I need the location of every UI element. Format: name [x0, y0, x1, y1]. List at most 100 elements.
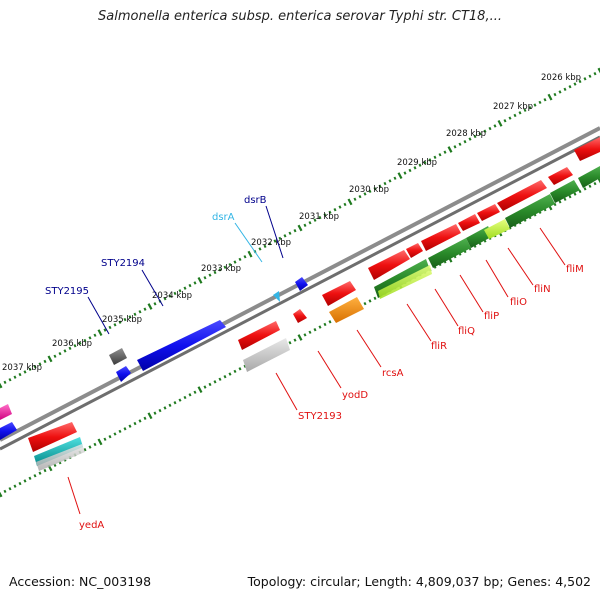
minor-tick: [203, 276, 207, 280]
gene-sty2194[interactable]: [137, 320, 226, 371]
gene-left-blue[interactable]: [0, 422, 17, 440]
gene-red-a[interactable]: [238, 321, 280, 350]
major-tick: [447, 146, 453, 153]
gene-label[interactable]: STY2193: [298, 411, 342, 422]
minor-tick: [468, 137, 472, 141]
gene-label[interactable]: rcsA: [382, 368, 404, 379]
gene-label[interactable]: fliP: [484, 311, 499, 322]
kbp-label: 2031 kbp: [299, 212, 339, 222]
gene-red-k[interactable]: [574, 137, 600, 161]
minor-tick: [428, 158, 432, 162]
minor-tick: [323, 213, 327, 217]
minor-tick: [13, 375, 17, 379]
minor-tick: [558, 90, 562, 94]
major-tick: [247, 250, 253, 258]
accession-text: Accession: NC_003198: [9, 574, 152, 589]
gene-label[interactable]: STY2194: [101, 258, 145, 269]
minor-tick: [113, 432, 117, 436]
minor-tick: [113, 323, 117, 327]
minor-tick: [293, 228, 297, 233]
gene-lime-2[interactable]: [484, 219, 510, 239]
minor-tick: [3, 380, 7, 385]
kbp-label: 2028 kbp: [446, 129, 486, 139]
minor-tick: [43, 468, 47, 473]
gene-grey-left[interactable]: [36, 444, 85, 471]
gene-label[interactable]: fliN: [534, 284, 551, 295]
minor-tick: [433, 155, 437, 160]
major-tick: [0, 491, 3, 498]
minor-tick: [593, 181, 597, 186]
major-tick: [297, 224, 303, 232]
gene-red-yeda[interactable]: [28, 422, 77, 452]
minor-tick: [173, 401, 177, 405]
gene-label[interactable]: yedA: [79, 520, 104, 531]
gene-red-g[interactable]: [458, 214, 480, 231]
gene-red-h[interactable]: [477, 204, 500, 221]
gene-label[interactable]: dsrA: [212, 212, 235, 223]
minor-tick: [23, 370, 27, 374]
major-tick: [147, 303, 153, 310]
minor-tick: [353, 197, 357, 201]
minor-tick: [218, 268, 222, 272]
gene-left-pink[interactable]: [0, 404, 12, 420]
gene-red-c[interactable]: [293, 309, 307, 323]
minor-tick: [418, 163, 422, 167]
gene-red-b[interactable]: [322, 281, 356, 306]
minor-tick: [308, 330, 312, 334]
major-tick: [197, 386, 203, 394]
gene-orange-rcsa[interactable]: [329, 297, 364, 323]
minor-tick: [208, 382, 212, 387]
minor-tick: [318, 325, 322, 329]
minor-tick: [268, 242, 272, 246]
gene-red-f[interactable]: [421, 224, 461, 251]
gene-grey-sty2193[interactable]: [243, 338, 290, 372]
major-tick: [97, 438, 103, 446]
gene-label[interactable]: dsrB: [244, 195, 267, 206]
minor-tick: [213, 380, 217, 384]
gene-label[interactable]: fliO: [510, 297, 527, 308]
minor-tick: [93, 442, 97, 447]
minor-tick: [193, 281, 197, 285]
gene-red-i[interactable]: [497, 180, 547, 211]
minor-tick: [578, 189, 582, 194]
gene-green-4[interactable]: [505, 194, 555, 228]
gene-label[interactable]: STY2195: [45, 286, 89, 297]
gene-dsrb[interactable]: [295, 277, 308, 291]
minor-tick: [363, 301, 367, 306]
gene-label[interactable]: fliM: [566, 264, 584, 275]
kbp-label: 2030 kbp: [349, 185, 389, 195]
minor-tick: [303, 333, 307, 337]
minor-tick: [138, 419, 142, 423]
gene-green-2[interactable]: [428, 238, 471, 268]
minor-tick: [33, 364, 37, 369]
gene-label[interactable]: fliQ: [458, 326, 475, 337]
gene-red-d[interactable]: [368, 250, 410, 280]
minor-tick: [223, 374, 227, 379]
minor-tick: [493, 124, 497, 128]
minor-tick: [13, 484, 17, 488]
gene-label[interactable]: yodD: [342, 390, 368, 401]
minor-tick: [413, 166, 417, 170]
gene-lime-1[interactable]: [378, 265, 432, 299]
gene-red-j[interactable]: [548, 167, 573, 185]
major-tick: [497, 119, 503, 127]
gene-sty2195[interactable]: [109, 348, 127, 365]
bottom-strand-genes: [34, 166, 600, 471]
gene-green-5[interactable]: [550, 180, 580, 203]
kbp-label: 2037 kbp: [2, 363, 42, 373]
minor-tick: [183, 395, 187, 400]
gene-small-blue[interactable]: [116, 366, 131, 382]
minor-tick: [238, 257, 242, 262]
minor-tick: [473, 134, 477, 139]
minor-tick: [153, 302, 157, 306]
minor-tick: [123, 317, 127, 322]
gene-red-e[interactable]: [406, 243, 423, 258]
gene-dsra[interactable]: [273, 291, 280, 302]
minor-tick: [288, 231, 292, 235]
minor-tick: [323, 322, 327, 327]
gene-green-6[interactable]: [578, 166, 600, 188]
minor-tick: [443, 150, 447, 154]
gene-label[interactable]: fliR: [431, 341, 447, 352]
minor-tick: [223, 265, 227, 269]
